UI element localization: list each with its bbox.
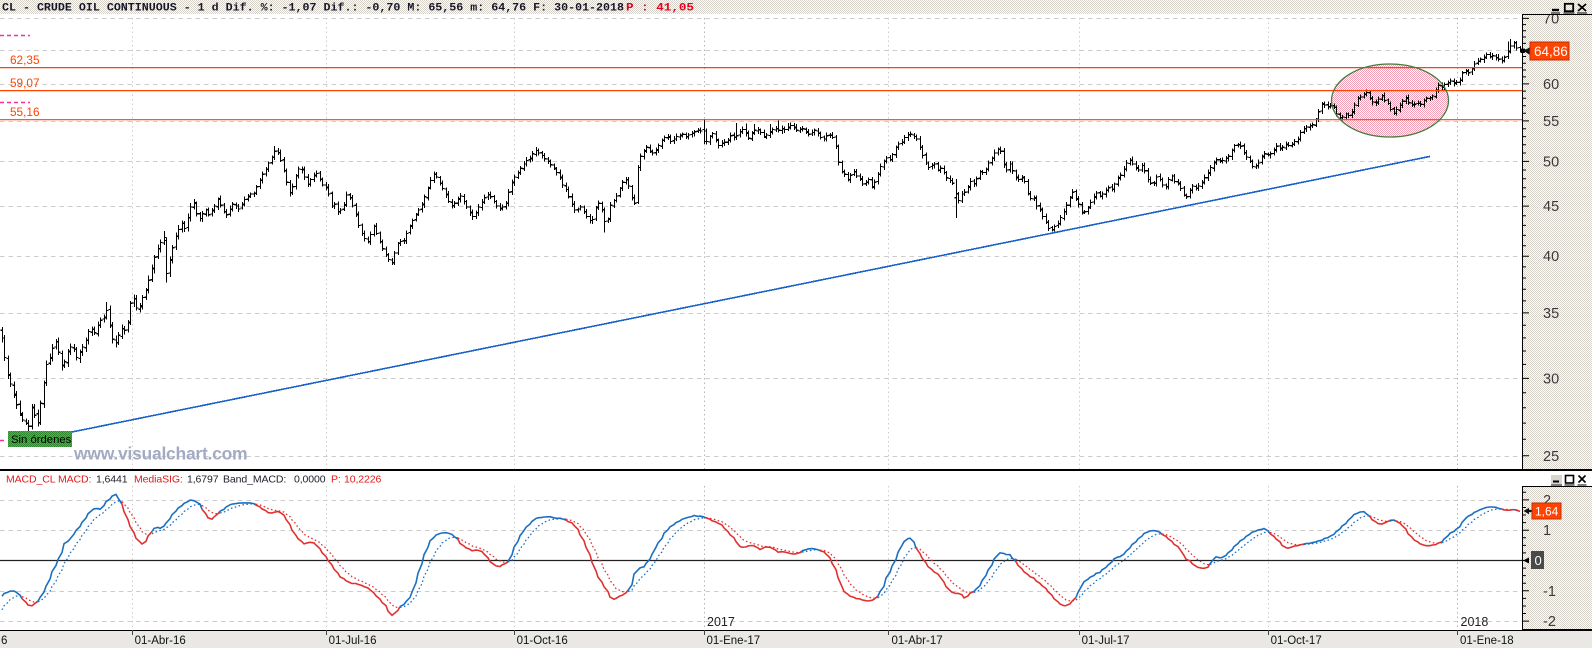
svg-text:70: 70 xyxy=(1543,11,1559,27)
svg-text:CL - CRUDE OIL CONTINUOUS - 1: CL - CRUDE OIL CONTINUOUS - 1 d Dif. %: … xyxy=(2,3,624,15)
svg-text:10,2226: 10,2226 xyxy=(344,474,382,486)
svg-text:40: 40 xyxy=(1543,249,1559,265)
svg-text:01-Jul-17: 01-Jul-17 xyxy=(1082,635,1130,647)
svg-text:P:: P: xyxy=(331,474,341,486)
svg-text:Sin órdenes: Sin órdenes xyxy=(11,434,72,446)
svg-text:62,35: 62,35 xyxy=(10,53,40,67)
svg-text:01-Abr-16: 01-Abr-16 xyxy=(135,635,186,647)
svg-text:01-Ene-17: 01-Ene-17 xyxy=(707,635,761,647)
svg-text:50: 50 xyxy=(1543,154,1559,170)
svg-text:2018: 2018 xyxy=(1461,615,1489,629)
svg-text:01-Oct-17: 01-Oct-17 xyxy=(1271,635,1322,647)
svg-text:www.visualchart.com: www.visualchart.com xyxy=(73,444,248,464)
svg-text:1,6797: 1,6797 xyxy=(187,474,219,486)
svg-text:45: 45 xyxy=(1543,199,1559,215)
svg-text:P : 41,05: P : 41,05 xyxy=(626,3,694,15)
svg-text:55: 55 xyxy=(1543,114,1559,130)
svg-text:6: 6 xyxy=(1,635,7,647)
svg-text:01-Ene-18: 01-Ene-18 xyxy=(1460,635,1514,647)
svg-text:59,07: 59,07 xyxy=(10,76,40,90)
svg-text:Band_MACD:: Band_MACD: xyxy=(223,474,286,486)
svg-text:60: 60 xyxy=(1543,77,1559,93)
svg-text:MediaSIG:: MediaSIG: xyxy=(134,474,183,486)
svg-text:01-Jul-16: 01-Jul-16 xyxy=(329,635,377,647)
svg-text:2: 2 xyxy=(1543,493,1551,509)
svg-text:55,16: 55,16 xyxy=(10,105,40,119)
svg-text:MACD_CL: MACD_CL xyxy=(6,474,56,486)
svg-text:25: 25 xyxy=(1543,449,1559,465)
svg-text:01-Oct-16: 01-Oct-16 xyxy=(517,635,568,647)
svg-text:1,6441: 1,6441 xyxy=(96,474,128,486)
svg-text:0: 0 xyxy=(1535,553,1542,568)
svg-text:-2: -2 xyxy=(1543,614,1556,630)
svg-text:35: 35 xyxy=(1543,306,1559,322)
svg-text:1,64: 1,64 xyxy=(1535,505,1559,519)
svg-text:1: 1 xyxy=(1543,523,1551,539)
svg-text:2017: 2017 xyxy=(707,615,735,629)
svg-text:-1: -1 xyxy=(1543,584,1556,600)
svg-text:MACD:: MACD: xyxy=(58,474,91,486)
svg-text:64,86: 64,86 xyxy=(1534,44,1568,59)
svg-text:0,0000: 0,0000 xyxy=(294,474,326,486)
svg-text:01-Abr-17: 01-Abr-17 xyxy=(892,635,943,647)
svg-text:30: 30 xyxy=(1543,371,1559,387)
